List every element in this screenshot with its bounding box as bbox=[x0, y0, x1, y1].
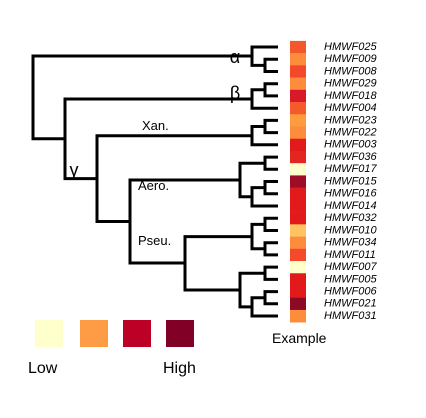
clade-label: Aero. bbox=[138, 178, 169, 193]
heat-cell bbox=[290, 150, 306, 164]
heat-cell bbox=[290, 236, 306, 250]
leaf-label: HMWF004 bbox=[324, 102, 377, 114]
leaf-label: HMWF010 bbox=[324, 224, 377, 236]
leaf-label: HMWF015 bbox=[324, 175, 377, 187]
legend-swatch bbox=[80, 320, 108, 347]
heat-cell bbox=[290, 126, 306, 140]
heat-cell bbox=[290, 273, 306, 286]
heat-cell bbox=[290, 297, 306, 311]
heat-cell bbox=[290, 102, 306, 115]
heat-cell bbox=[290, 187, 306, 201]
branch bbox=[31, 54, 252, 292]
clade-label: Xan. bbox=[142, 118, 169, 133]
heatmap-label: Example bbox=[272, 330, 327, 346]
leaf-label: HMWF011 bbox=[324, 249, 376, 261]
leaf-label: HMWF003 bbox=[324, 139, 377, 151]
branch bbox=[238, 155, 278, 208]
legend-swatch bbox=[123, 320, 151, 347]
heat-cell bbox=[290, 248, 306, 262]
heat-cell bbox=[290, 138, 306, 152]
leaf-label: HMWF017 bbox=[324, 163, 377, 175]
heat-cell bbox=[290, 114, 306, 127]
leaf-label: HMWF029 bbox=[324, 78, 377, 90]
heat-cell bbox=[290, 53, 306, 66]
clade-label: Pseu. bbox=[138, 233, 171, 248]
leaf-label: HMWF022 bbox=[324, 127, 377, 139]
heat-cell bbox=[290, 89, 306, 103]
heat-cell bbox=[290, 163, 306, 176]
leaf-label: HMWF034 bbox=[324, 237, 377, 249]
branch bbox=[250, 45, 278, 147]
heat-cell bbox=[290, 65, 306, 78]
heat-cell bbox=[290, 224, 306, 237]
leaf-label: HMWF006 bbox=[324, 286, 377, 298]
heat-cell bbox=[290, 309, 306, 323]
leaf-label: HMWF025 bbox=[324, 41, 377, 53]
leaf-label: HMWF018 bbox=[324, 90, 377, 102]
clade-label: γ bbox=[70, 160, 79, 180]
legend-swatch bbox=[166, 320, 194, 347]
leaf-label: HMWF009 bbox=[324, 53, 377, 65]
leaf-label: HMWF014 bbox=[324, 200, 377, 212]
leaf-label: HMWF032 bbox=[324, 212, 377, 224]
leaf-label: HMWF021 bbox=[324, 298, 377, 310]
heat-cell bbox=[290, 261, 306, 274]
clade-label: α bbox=[230, 47, 240, 67]
leaf-label: HMWF031 bbox=[324, 310, 377, 322]
heat-cell bbox=[290, 199, 306, 213]
heat-cell bbox=[290, 77, 306, 91]
heat-cell bbox=[290, 285, 306, 299]
heat-cell bbox=[290, 212, 306, 225]
leaf-label: HMWF023 bbox=[324, 114, 377, 126]
heat-cell bbox=[290, 175, 306, 188]
leaf-label: HMWF007 bbox=[324, 261, 377, 273]
leaf-label: HMWF005 bbox=[324, 273, 377, 285]
legend-low: Low bbox=[28, 360, 58, 377]
clade-label: β bbox=[230, 83, 240, 103]
leaf-label: HMWF016 bbox=[324, 188, 377, 200]
leaf-label: HMWF036 bbox=[324, 151, 377, 163]
heat-cell bbox=[290, 40, 306, 54]
tree bbox=[31, 45, 278, 318]
leaf-label: HMWF008 bbox=[324, 65, 377, 77]
legend-high: High bbox=[163, 360, 196, 377]
branch bbox=[238, 216, 278, 318]
legend-swatch bbox=[35, 320, 63, 347]
